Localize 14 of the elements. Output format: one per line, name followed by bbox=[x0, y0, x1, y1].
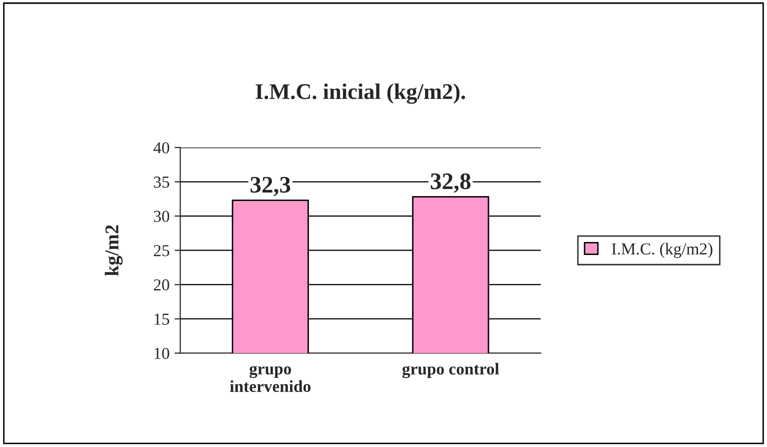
y-tick-label: 25 bbox=[154, 245, 170, 256]
chart-title: I.M.C. inicial (kg/m2). bbox=[256, 83, 466, 104]
y-tick-label: 10 bbox=[154, 348, 170, 360]
y-tick-label: 35 bbox=[154, 176, 170, 188]
y-tick-label: 40 bbox=[153, 142, 170, 154]
y-tick-label: 20 bbox=[154, 279, 170, 291]
text: 32,3 bbox=[250, 176, 290, 196]
x-tick-label: grupo control bbox=[402, 362, 500, 378]
x-tick-label: grupo intervenido bbox=[230, 366, 310, 392]
y-tick-label: 15 bbox=[154, 314, 170, 325]
legend-label: I.M.C. (kg/m2) bbox=[612, 242, 712, 258]
text: 32,8 bbox=[430, 173, 470, 193]
y-axis-title: kg/m2 bbox=[104, 225, 123, 276]
y-tick-label: 30 bbox=[154, 210, 170, 222]
